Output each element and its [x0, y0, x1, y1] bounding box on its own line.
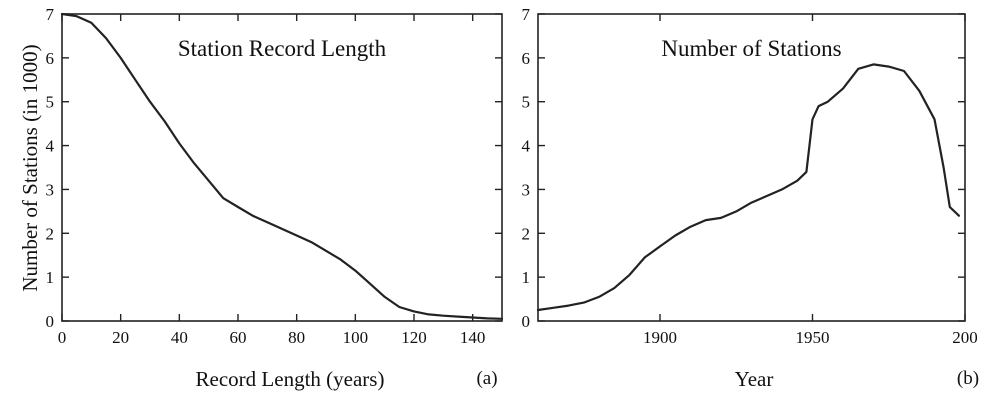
x-tick-label: 200 — [952, 328, 978, 347]
y-tick-label: 2 — [46, 224, 55, 243]
x-axis-label: Record Length (years) — [196, 367, 385, 391]
panel-a: 0 1 2 3 4 5 6 7 0 20 40 60 80 100 120 140 Station Recor… — [18, 5, 504, 391]
y-tick-label: 1 — [522, 268, 531, 287]
series-line — [536, 63, 960, 312]
plot-frame — [61, 13, 503, 322]
x-tick-label: 0 — [58, 328, 67, 347]
y-tick-label: 7 — [46, 5, 55, 24]
panel-label: (a) — [476, 368, 497, 389]
x-tick-label: 20 — [112, 328, 129, 347]
axes: 0 1 2 3 4 5 6 7 0 20 40 60 80 100 120 140 — [46, 5, 502, 347]
y-tick-label: 5 — [46, 93, 55, 112]
series-line — [60, 12, 504, 320]
y-tick-label: 4 — [46, 137, 55, 156]
x-tick-label: 1950 — [796, 328, 830, 347]
x-axis-label: Year — [735, 367, 774, 391]
y-tick-label: 3 — [46, 180, 55, 199]
y-tick-label: 3 — [522, 180, 531, 199]
y-axis-label: Number of Stations (in 1000) — [18, 44, 42, 291]
axes: 0 1 2 3 4 5 6 7 1900 1950 200 — [522, 5, 978, 347]
panel-b: 0 1 2 3 4 5 6 7 1900 1950 200 Number of Stations Y… — [522, 5, 980, 391]
x-tick-label: 80 — [288, 328, 305, 347]
y-tick-label: 5 — [522, 93, 531, 112]
y-tick-label: 2 — [522, 224, 531, 243]
x-tick-label: 40 — [171, 328, 188, 347]
chart-title: Number of Stations — [661, 36, 841, 61]
chart-title: Station Record Length — [178, 36, 387, 61]
x-tick-label: 120 — [401, 328, 427, 347]
x-tick-label: 140 — [460, 328, 486, 347]
y-tick-label: 0 — [522, 312, 531, 331]
x-tick-label: 60 — [230, 328, 247, 347]
plot-frame — [537, 13, 966, 322]
y-tick-label: 6 — [46, 49, 55, 68]
panel-label: (b) — [957, 368, 979, 389]
y-tick-label: 1 — [46, 268, 55, 287]
y-tick-label: 6 — [522, 49, 531, 68]
y-tick-label: 7 — [522, 5, 531, 24]
x-tick-label: 100 — [343, 328, 369, 347]
x-tick-label: 1900 — [643, 328, 677, 347]
y-tick-label: 4 — [522, 137, 531, 156]
y-tick-label: 0 — [46, 312, 55, 331]
